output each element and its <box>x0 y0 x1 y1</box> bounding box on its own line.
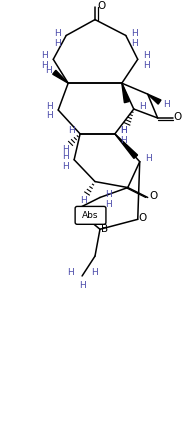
Text: H: H <box>79 281 85 290</box>
Text: H: H <box>67 267 74 276</box>
Text: O: O <box>139 214 147 224</box>
Text: Abs: Abs <box>82 211 98 220</box>
Text: H: H <box>143 51 150 60</box>
Text: H: H <box>62 162 69 171</box>
Text: H: H <box>139 102 146 111</box>
Text: O: O <box>173 112 182 122</box>
Text: H: H <box>131 29 138 38</box>
Text: H: H <box>106 190 112 199</box>
Text: H: H <box>145 154 152 163</box>
Text: H: H <box>143 61 150 70</box>
Text: H: H <box>54 39 61 48</box>
Polygon shape <box>148 94 161 104</box>
Text: B: B <box>101 224 108 234</box>
Polygon shape <box>53 70 68 83</box>
Text: H: H <box>41 61 48 70</box>
Text: H: H <box>45 66 52 75</box>
Text: H: H <box>106 200 112 209</box>
Text: H: H <box>121 126 127 135</box>
Text: H: H <box>121 136 127 145</box>
Text: H: H <box>54 29 61 38</box>
Text: H: H <box>121 126 127 135</box>
Text: H: H <box>91 267 97 276</box>
Text: O: O <box>98 1 106 11</box>
Text: H: H <box>68 126 74 135</box>
Text: H: H <box>80 196 87 205</box>
Text: H: H <box>41 51 48 60</box>
Text: H: H <box>62 145 69 154</box>
Polygon shape <box>122 83 129 103</box>
Text: O: O <box>150 191 158 201</box>
Text: H: H <box>62 152 69 161</box>
Text: H: H <box>46 112 53 121</box>
FancyBboxPatch shape <box>75 207 106 224</box>
Polygon shape <box>115 134 138 158</box>
Text: H: H <box>131 39 138 48</box>
Text: H: H <box>46 102 53 111</box>
Text: H: H <box>163 99 170 108</box>
